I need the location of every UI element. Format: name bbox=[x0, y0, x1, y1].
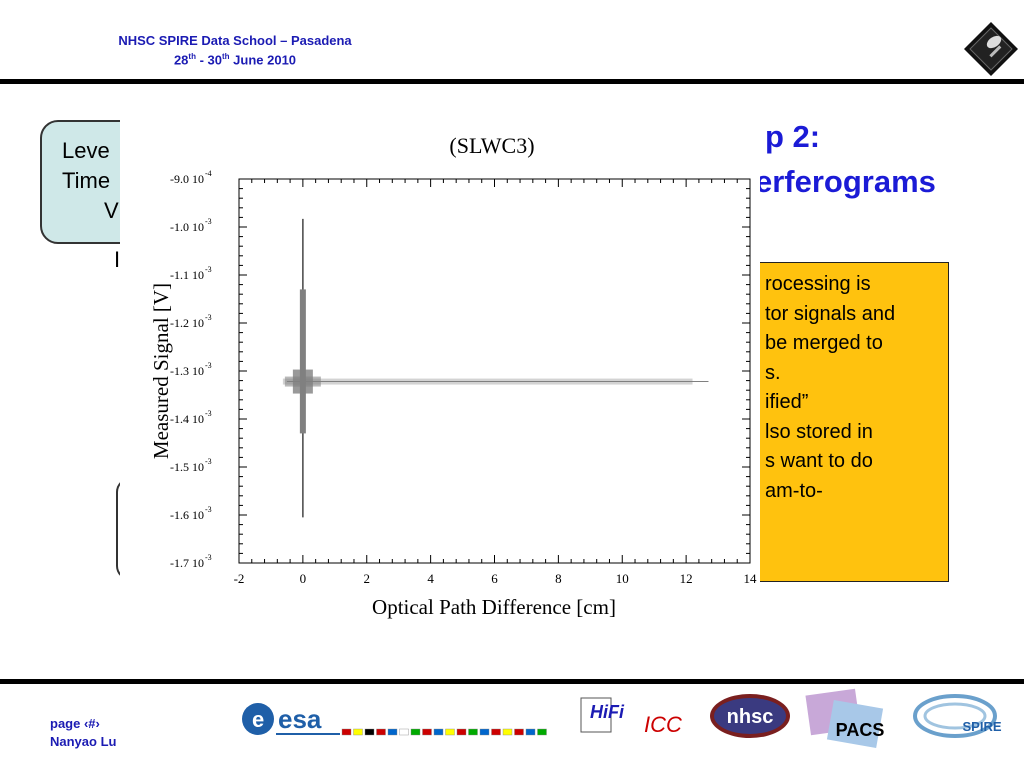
footer-text: page ‹#› Nanyao Lu bbox=[50, 715, 116, 751]
flag-icon bbox=[491, 728, 501, 736]
y-tick-label: -1.5 10 bbox=[170, 460, 204, 474]
pacs-logo-icon: PACS bbox=[805, 688, 885, 749]
x-tick-label: 14 bbox=[744, 571, 758, 586]
bubble-line-1: Leve bbox=[62, 138, 110, 163]
footer-divider bbox=[0, 679, 1024, 684]
svg-text:SPIRE: SPIRE bbox=[962, 719, 1001, 734]
slide-title-line2: erferograms bbox=[755, 164, 936, 199]
series-burst-edges bbox=[284, 376, 321, 387]
x-tick-label: -2 bbox=[234, 571, 245, 586]
y-axis: -9.0 10 -4-1.0 10 -3-1.1 10 -3-1.2 10 -3-1.3… bbox=[170, 169, 750, 570]
herschel-logo-icon bbox=[964, 22, 1018, 76]
svg-text:esa: esa bbox=[278, 704, 322, 734]
bullet-line: s. bbox=[765, 361, 781, 384]
svg-text:nhsc: nhsc bbox=[727, 706, 774, 728]
flag-icon bbox=[364, 728, 375, 736]
y-tick-exponent: -3 bbox=[205, 313, 212, 322]
bubble-fragment: I bbox=[114, 247, 121, 272]
y-tick-exponent: -4 bbox=[205, 169, 212, 178]
date-start-sup: th bbox=[188, 52, 196, 61]
bullet-box: rocessing is tor signals and be merged t… bbox=[740, 262, 949, 582]
bullet-line: s want to do bbox=[765, 450, 873, 472]
flag-icon bbox=[502, 728, 513, 736]
y-tick-label: -1.6 10 bbox=[170, 508, 204, 522]
bullet-line: am-to- bbox=[765, 479, 823, 502]
flag-icon bbox=[410, 728, 421, 736]
bullet-line: be merged to bbox=[765, 332, 883, 354]
x-tick-label: 8 bbox=[555, 571, 562, 586]
flag-icon bbox=[341, 728, 352, 736]
svg-text:e: e bbox=[252, 707, 264, 732]
flag-icon bbox=[537, 728, 547, 736]
y-tick-label: -1.2 10 bbox=[170, 316, 204, 330]
flag-icon bbox=[445, 728, 455, 736]
plot-frame bbox=[238, 178, 751, 564]
y-tick-exponent: -3 bbox=[205, 361, 212, 370]
y-tick-label: -1.0 10 bbox=[170, 220, 204, 234]
y-tick-label: -1.1 10 bbox=[170, 268, 204, 282]
flag-icon bbox=[353, 728, 363, 736]
y-tick-exponent: -3 bbox=[205, 505, 212, 514]
flag-icon bbox=[456, 728, 467, 736]
header-date: 28th - 30th June 2010 bbox=[70, 49, 400, 68]
bullet-line: tor signals and bbox=[765, 302, 896, 325]
flag-icon bbox=[376, 728, 386, 736]
svg-text:PACS: PACS bbox=[836, 720, 885, 740]
series-burst-core bbox=[299, 289, 306, 434]
svg-text:ICC: ICC bbox=[644, 712, 682, 737]
bubble-line-2: Time bbox=[62, 168, 111, 193]
x-tick-label: 0 bbox=[300, 571, 307, 586]
x-tick-label: 4 bbox=[427, 571, 434, 586]
flag-icon bbox=[387, 728, 398, 736]
date-rest: June 2010 bbox=[229, 52, 297, 68]
x-axis: -2 0 2 4 6 8 10 12 14 bbox=[234, 179, 757, 586]
x-tick-label: 6 bbox=[491, 571, 498, 586]
y-tick-exponent: -3 bbox=[205, 265, 212, 274]
date-start: 28 bbox=[173, 52, 189, 68]
chart-svg: (SLWC3) -9.0 10 -4-1.0 10 -3-1.1 10 -3-1.2 … bbox=[149, 133, 757, 619]
header-title-line1: NHSC SPIRE Data School – Pasadena bbox=[118, 33, 352, 48]
y-tick-exponent: -3 bbox=[205, 457, 212, 466]
flag-icon bbox=[422, 728, 432, 736]
bullet-line: lso stored in bbox=[765, 420, 873, 443]
flag-icon bbox=[468, 728, 478, 736]
x-tick-label: 10 bbox=[616, 571, 629, 586]
slide-title-line1: p 2: bbox=[765, 119, 821, 154]
y-tick-label: -9.0 10 bbox=[170, 172, 204, 186]
interferogram-chart: (SLWC3) -9.0 10 -4 -1.0 10 -3 -1.1 10 -3 -1.2 … bbox=[120, 118, 760, 623]
hifi-logo-icon: HiFi ICC bbox=[580, 697, 682, 737]
partner-logos: e esa HiFi ICC nhsc PACS SPIRE bbox=[242, 688, 1002, 749]
header-divider bbox=[0, 79, 1024, 84]
y-tick-label: -1.7 10 bbox=[170, 556, 204, 570]
svg-text:HiFi: HiFi bbox=[590, 702, 625, 722]
flag-icon bbox=[479, 728, 490, 736]
spire-logo-icon: SPIRE bbox=[913, 694, 1002, 738]
date-end-sup: th bbox=[221, 52, 230, 61]
y-tick-label: -1.4 10 bbox=[170, 412, 204, 426]
author-name: Nanyao Lu bbox=[50, 734, 117, 749]
y-tick-label: -1.3 10 bbox=[170, 364, 204, 378]
x-tick-label: 12 bbox=[680, 571, 693, 586]
x-tick-label: 2 bbox=[364, 571, 371, 586]
flag-icon bbox=[525, 728, 536, 736]
chart-title: (SLWC3) bbox=[449, 133, 534, 158]
y-tick-exponent: -3 bbox=[205, 217, 212, 226]
flag-icon bbox=[433, 728, 444, 736]
esa-logo-icon: e esa bbox=[242, 703, 547, 736]
x-axis-label: Optical Path Difference [cm] bbox=[372, 595, 616, 619]
header-title: NHSC SPIRE Data School – Pasadena 28th -… bbox=[70, 33, 400, 68]
flag-icon bbox=[399, 728, 409, 736]
bullet-line: ified” bbox=[765, 391, 809, 413]
date-sep: - 30 bbox=[195, 52, 222, 68]
series-layer bbox=[282, 218, 709, 518]
series-noise-band bbox=[282, 378, 693, 385]
nhsc-logo-icon: nhsc bbox=[710, 694, 790, 738]
y-tick-exponent: -3 bbox=[205, 553, 212, 562]
y-axis-label: Measured Signal [V] bbox=[149, 283, 173, 459]
bullet-line: rocessing is bbox=[765, 273, 871, 295]
y-tick-exponent: -3 bbox=[205, 409, 212, 418]
page-label: page ‹#› bbox=[50, 716, 100, 731]
flag-icon bbox=[514, 728, 524, 736]
